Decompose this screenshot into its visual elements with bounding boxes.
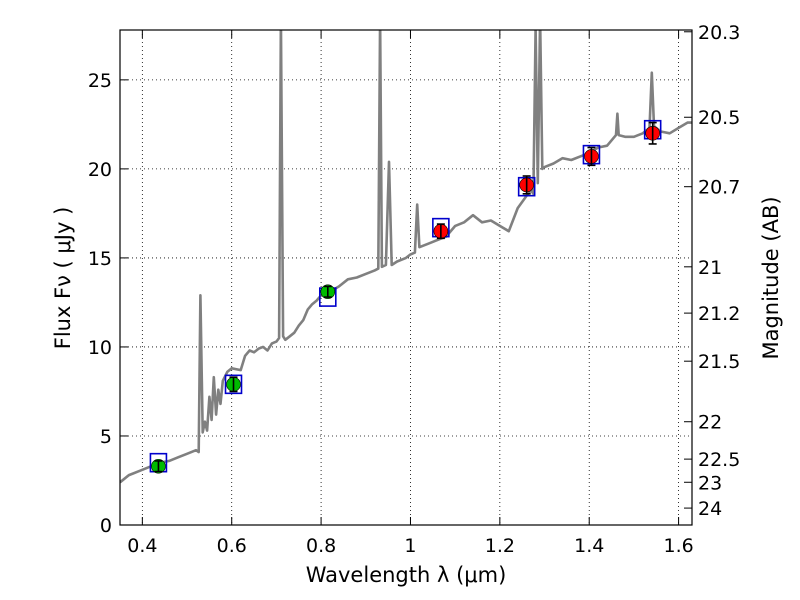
right-axis-label: Magnitude (AB) xyxy=(759,196,783,359)
y-tick-label: 5 xyxy=(100,426,112,448)
x-tick-label: 0.4 xyxy=(127,535,157,557)
x-tick-label: 1.2 xyxy=(485,535,515,557)
x-tick-label: 1 xyxy=(404,535,416,557)
x-tick-label: 0.8 xyxy=(306,535,336,557)
right-tick-label: 22 xyxy=(698,412,722,434)
y-tick-label: 20 xyxy=(88,159,112,181)
model-photometry-square xyxy=(224,374,243,395)
x-tick-label: 0.6 xyxy=(217,535,247,557)
right-tick-label: 23 xyxy=(698,472,722,494)
spectrum-group xyxy=(120,30,692,484)
x-axis-label: Wavelength λ (μm) xyxy=(306,563,507,587)
y-tick-label: 15 xyxy=(88,248,112,270)
right-tick-label: 22.5 xyxy=(698,449,740,471)
right-tick-label: 21.2 xyxy=(698,303,740,325)
right-tick-label: 20.3 xyxy=(698,22,740,44)
plot-frame xyxy=(119,29,693,526)
x-tick-label: 1.4 xyxy=(574,535,604,557)
ticks-group: 0.4 0.6 0.8 1 1.2 1.4 1.6 0 5 10 15 20 25 20.3 20.5 20.… xyxy=(88,22,741,557)
plot-area xyxy=(120,30,692,525)
y-axis-label: Flux Fν ( μJy ) xyxy=(51,207,75,350)
x-tick-label: 1.6 xyxy=(663,535,693,557)
y-tick-label: 25 xyxy=(88,70,112,92)
markers-group xyxy=(149,119,662,474)
right-tick-label: 20.7 xyxy=(698,177,740,199)
right-tick-label: 21 xyxy=(698,257,722,279)
y-tick-label: 0 xyxy=(100,515,112,537)
right-tick-label: 21.5 xyxy=(698,351,740,373)
spectrum-line xyxy=(120,30,692,484)
y-tick-label: 10 xyxy=(88,337,112,359)
right-tick-label: 20.5 xyxy=(698,107,740,129)
right-tick-label: 24 xyxy=(698,498,722,520)
